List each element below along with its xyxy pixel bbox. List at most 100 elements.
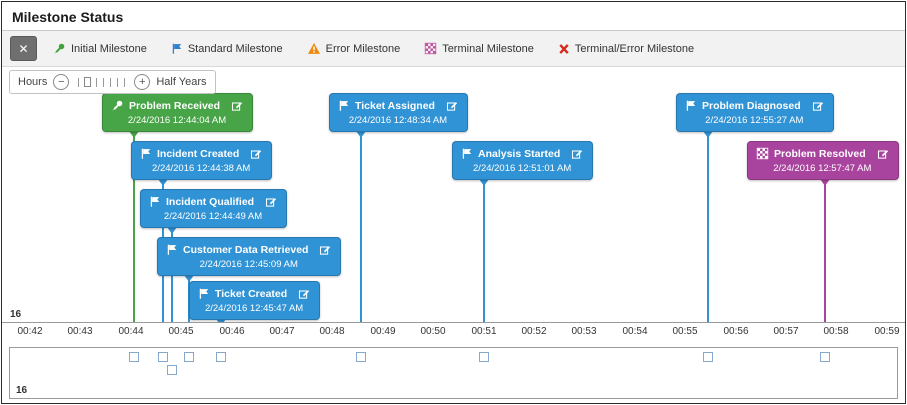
- axis-tick-label: 00:55: [672, 326, 698, 337]
- edit-icon[interactable]: [440, 100, 458, 112]
- axis-tick-label: 00:53: [571, 326, 597, 337]
- flag-icon: [338, 99, 350, 112]
- milestone-timestamp: 2/24/2016 12:44:04 AM: [127, 115, 227, 126]
- flag-icon: [171, 42, 183, 55]
- milestone-pointer: [479, 179, 489, 186]
- axis-tick-label: 00:45: [168, 326, 194, 337]
- legend-label: Initial Milestone: [71, 42, 147, 55]
- timeline-canvas[interactable]: 16 Problem Received 2/24/2016 12:44:04 AM…: [2, 67, 905, 323]
- milestone-pointer: [129, 131, 139, 138]
- milestone-title: Problem Diagnosed: [702, 99, 801, 112]
- milestone-timestamp: 2/24/2016 12:55:27 AM: [705, 115, 804, 126]
- cross-icon: [558, 43, 570, 55]
- milestone-card-ticket-created[interactable]: Ticket Created 2/24/2016 12:45:47 AM: [189, 281, 321, 320]
- milestone-card-incident-qualified[interactable]: Incident Qualified 2/24/2016 12:44:49 AM: [140, 189, 288, 228]
- header: Milestone Status: [2, 2, 905, 31]
- legend-item-terminal-milestone: Terminal Milestone: [424, 42, 534, 55]
- timeline-row-label: 16: [10, 309, 22, 320]
- pushpin-icon: [111, 99, 124, 112]
- milestone-pointer: [703, 131, 713, 138]
- legend-item-error-milestone: Error Milestone: [307, 42, 400, 55]
- edit-icon[interactable]: [313, 244, 331, 256]
- axis-tick-label: 00:47: [269, 326, 295, 337]
- minimap-marker-problem-diagnosed: [703, 352, 713, 362]
- milestone-pointer: [158, 179, 168, 186]
- axis-tick-label: 00:49: [370, 326, 396, 337]
- milestone-pointer: [216, 319, 226, 322]
- legend-label: Standard Milestone: [187, 42, 283, 55]
- minimap-marker-problem-resolved: [820, 352, 830, 362]
- close-button[interactable]: ✕: [10, 36, 37, 61]
- legend-label: Terminal/Error Milestone: [574, 42, 695, 55]
- timeline: Hours − + Half Years 16 Problem Received…: [2, 67, 905, 399]
- axis-tick-label: 00:59: [874, 326, 900, 337]
- zoom-slider[interactable]: [75, 77, 128, 87]
- flag-icon: [685, 99, 697, 112]
- toolbar: ✕ Initial Milestone Standard Milestone Err…: [2, 31, 905, 67]
- milestone-title: Ticket Assigned: [355, 99, 435, 112]
- zoom-tick: [78, 77, 80, 87]
- flag-icon: [461, 147, 473, 160]
- minimap-marker-problem-received: [129, 352, 139, 362]
- zoom-control: Hours − + Half Years: [9, 70, 216, 94]
- axis-tick-label: 00:44: [118, 326, 144, 337]
- axis-tick-label: 00:52: [521, 326, 547, 337]
- edit-icon[interactable]: [225, 100, 243, 112]
- milestone-card-problem-resolved[interactable]: Problem Resolved 2/24/2016 12:57:47 AM: [747, 141, 899, 180]
- axis-tick-label: 00:58: [823, 326, 849, 337]
- close-icon: ✕: [18, 41, 29, 56]
- milestone-card-ticket-assigned[interactable]: Ticket Assigned 2/24/2016 12:48:34 AM: [329, 93, 468, 132]
- milestone-card-customer-data-retrieved[interactable]: Customer Data Retrieved 2/24/2016 12:45:0…: [157, 237, 342, 276]
- milestone-card-problem-diagnosed[interactable]: Problem Diagnosed 2/24/2016 12:55:27 AM: [676, 93, 834, 132]
- flag-icon: [140, 147, 152, 160]
- milestone-card-problem-received[interactable]: Problem Received 2/24/2016 12:44:04 AM: [102, 93, 254, 132]
- page-title: Milestone Status: [12, 9, 124, 25]
- time-axis: 00:42 00:43 00:44 00:45 00:46 00:47 00:48 00:49…: [2, 325, 905, 341]
- edit-icon[interactable]: [565, 148, 583, 160]
- circle-plus-icon[interactable]: +: [134, 74, 151, 90]
- axis-tick-label: 00:48: [319, 326, 345, 337]
- milestone-title: Problem Resolved: [774, 147, 866, 160]
- axis-tick-label: 00:56: [723, 326, 749, 337]
- edit-icon[interactable]: [292, 288, 310, 300]
- minimap-track[interactable]: 16: [9, 347, 898, 399]
- axis-tick-label: 00:51: [471, 326, 497, 337]
- minimap-marker-analysis-started: [479, 352, 489, 362]
- flag-icon: [149, 195, 161, 208]
- flag-icon: [198, 287, 210, 300]
- milestone-stem: [707, 130, 709, 322]
- milestone-timestamp: 2/24/2016 12:44:49 AM: [163, 211, 263, 222]
- legend-item-initial-milestone: Initial Milestone: [53, 42, 147, 55]
- zoom-tick: [117, 77, 119, 87]
- milestone-card-incident-created[interactable]: Incident Created 2/24/2016 12:44:38 AM: [131, 141, 273, 180]
- zoom-right-label: Half Years: [156, 76, 207, 88]
- milestone-stem: [133, 130, 135, 322]
- minimap-marker-incident-created: [158, 352, 168, 362]
- zoom-tick: [124, 77, 126, 87]
- minimap-marker-ticket-created: [216, 352, 226, 362]
- axis-tick-label: 00:42: [17, 326, 43, 337]
- axis-tick-label: 00:46: [219, 326, 245, 337]
- edit-icon[interactable]: [806, 100, 824, 112]
- edit-icon[interactable]: [871, 148, 889, 160]
- milestone-title: Incident Qualified: [166, 195, 255, 208]
- flag-icon: [166, 243, 178, 256]
- warning-icon: [307, 42, 321, 55]
- zoom-slider-handle[interactable]: [84, 77, 92, 87]
- milestone-pointer: [820, 179, 830, 186]
- edit-icon[interactable]: [244, 148, 262, 160]
- milestone-pointer: [184, 275, 194, 282]
- legend-item-standard-milestone: Standard Milestone: [171, 42, 283, 55]
- milestone-stem: [824, 178, 826, 322]
- axis-tick-label: 00:54: [622, 326, 648, 337]
- axis-tick-label: 00:43: [67, 326, 93, 337]
- edit-icon[interactable]: [259, 196, 277, 208]
- circle-minus-icon[interactable]: −: [53, 74, 70, 90]
- minimap-row-label: 16: [16, 385, 28, 396]
- minimap-marker-ticket-assigned: [356, 352, 366, 362]
- milestone-title: Problem Received: [129, 99, 221, 112]
- milestone-card-analysis-started[interactable]: Analysis Started 2/24/2016 12:51:01 AM: [452, 141, 594, 180]
- axis-tick-label: 00:50: [420, 326, 446, 337]
- pushpin-icon: [53, 42, 66, 55]
